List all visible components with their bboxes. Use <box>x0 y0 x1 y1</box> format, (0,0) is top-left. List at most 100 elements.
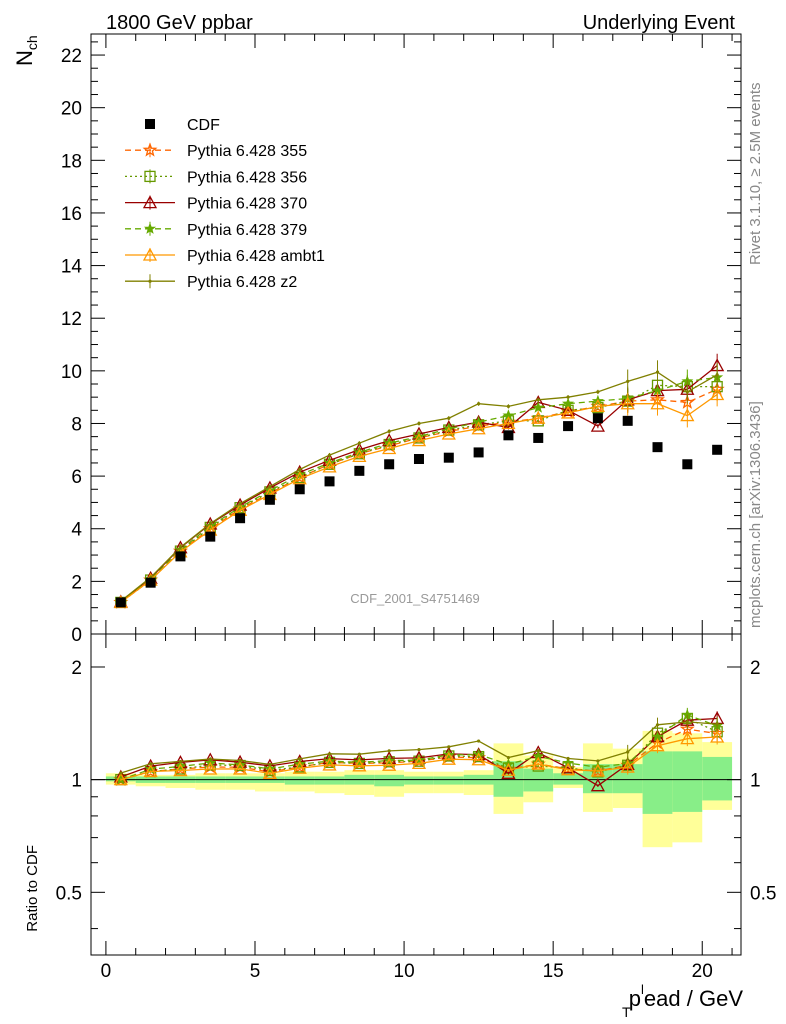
side-text-bottom: mcplots.cern.ch [arXiv:1306.3436] <box>747 401 764 628</box>
series-ratio-point <box>357 752 361 756</box>
data-point <box>563 421 574 432</box>
series-point <box>626 379 630 383</box>
band-green <box>284 776 315 785</box>
y-tick-label: 0 <box>71 625 82 646</box>
series-5 <box>119 360 719 775</box>
series-ratio-point <box>417 748 421 752</box>
series-ratio-point <box>650 738 665 752</box>
x-tick-label: 15 <box>543 961 564 982</box>
series-ratio-point <box>590 763 606 778</box>
series-ratio-point <box>596 759 600 763</box>
series-point <box>441 426 456 440</box>
series-point <box>322 459 337 473</box>
series-ratio-point <box>149 762 153 766</box>
series-ratio-point <box>471 752 486 766</box>
data-point <box>473 447 484 458</box>
series-ratio-point <box>626 750 630 754</box>
y-tick-label: 14 <box>61 257 83 278</box>
series-ratio-point <box>382 751 397 765</box>
data-point <box>205 531 216 542</box>
series-point <box>268 485 272 489</box>
series-point <box>327 453 332 457</box>
series-ratio-point <box>441 751 456 765</box>
data-point <box>413 454 424 464</box>
series-ratio-point <box>447 745 451 749</box>
ratio-y-tick-label: 1 <box>71 771 82 792</box>
series-point <box>566 395 570 399</box>
series-ratio-point <box>477 739 481 743</box>
series-ratio-point <box>560 760 576 776</box>
legend-label: Pythia 6.428 355 <box>187 143 307 160</box>
band-green <box>672 751 703 812</box>
series-ratio-point <box>655 723 660 727</box>
y-axis-label-ratio: Ratio to CDF <box>24 845 41 932</box>
data-point <box>115 597 126 608</box>
data-point <box>264 494 275 505</box>
series-point <box>532 401 545 413</box>
legend-marker-cdf <box>145 119 155 129</box>
series-point <box>387 429 391 433</box>
series-ratio-point <box>234 758 247 771</box>
series-ratio-point <box>113 772 128 786</box>
series-point <box>590 418 605 432</box>
series-point <box>560 405 576 419</box>
legend-marker <box>148 279 152 283</box>
series-ratio-point <box>382 757 397 771</box>
series-ratio-point <box>501 762 516 776</box>
series-ratio-point <box>620 759 635 773</box>
ratio-y-tick-label: 0.5 <box>56 883 82 904</box>
legend-label: CDF <box>187 117 220 134</box>
series-ratio-point <box>506 755 511 760</box>
data-point <box>175 551 186 562</box>
series-ratio-point <box>298 757 302 761</box>
data-point <box>712 444 723 455</box>
y-tick-label: 6 <box>71 467 82 488</box>
data-point <box>324 476 335 487</box>
series-ratio-point <box>536 749 540 753</box>
series-ratio-point <box>143 764 158 778</box>
header-left: 1800 GeV ppbar <box>106 12 253 34</box>
ratio-y-tick-label-right: 1 <box>750 771 761 792</box>
legend <box>125 119 175 289</box>
y-tick-label: 8 <box>71 414 82 435</box>
series-ratio-point <box>232 761 248 775</box>
band-green <box>404 776 434 785</box>
x-tick-label: 20 <box>692 961 713 982</box>
series-point <box>715 373 719 377</box>
ratio-y-tick-label-right: 2 <box>750 658 761 679</box>
series-point <box>411 433 427 447</box>
ratio-frame <box>90 633 742 956</box>
x-tick-label: 5 <box>250 961 261 982</box>
ratio-y-tick-label: 2 <box>71 658 82 679</box>
y-tick-label: 20 <box>61 99 82 120</box>
series-point <box>685 390 689 394</box>
band-green <box>314 776 345 785</box>
legend-marker <box>142 195 158 209</box>
band-green <box>374 774 405 787</box>
series-ratio-point <box>119 771 123 775</box>
series-ratio-point <box>143 763 159 778</box>
series-ratio-point <box>715 722 719 726</box>
series-ratio-point <box>327 752 332 756</box>
data-point <box>503 430 514 441</box>
data-point <box>384 459 395 470</box>
series-point <box>531 410 546 424</box>
ratio-y-tick-label-right: 0.5 <box>750 883 776 904</box>
series-ratio-point <box>590 763 605 777</box>
data-point <box>294 484 305 495</box>
side-text-top: Rivet 3.1.10, ≥ 2.5M events <box>747 83 764 266</box>
series-ratio-point <box>268 762 272 767</box>
series-point <box>562 397 575 409</box>
series-ratio-point <box>591 760 604 773</box>
series-point <box>506 404 511 408</box>
x-tick-label: 0 <box>101 961 112 982</box>
series-point <box>501 416 516 430</box>
legend-label: Pythia 6.428 356 <box>187 169 307 186</box>
band-green <box>433 776 464 785</box>
x-tick-label: 10 <box>394 961 415 982</box>
series-ratio-point <box>208 757 212 761</box>
data-point <box>354 465 365 476</box>
series-point <box>292 471 307 485</box>
data-point <box>652 442 663 453</box>
series-point <box>447 416 451 420</box>
